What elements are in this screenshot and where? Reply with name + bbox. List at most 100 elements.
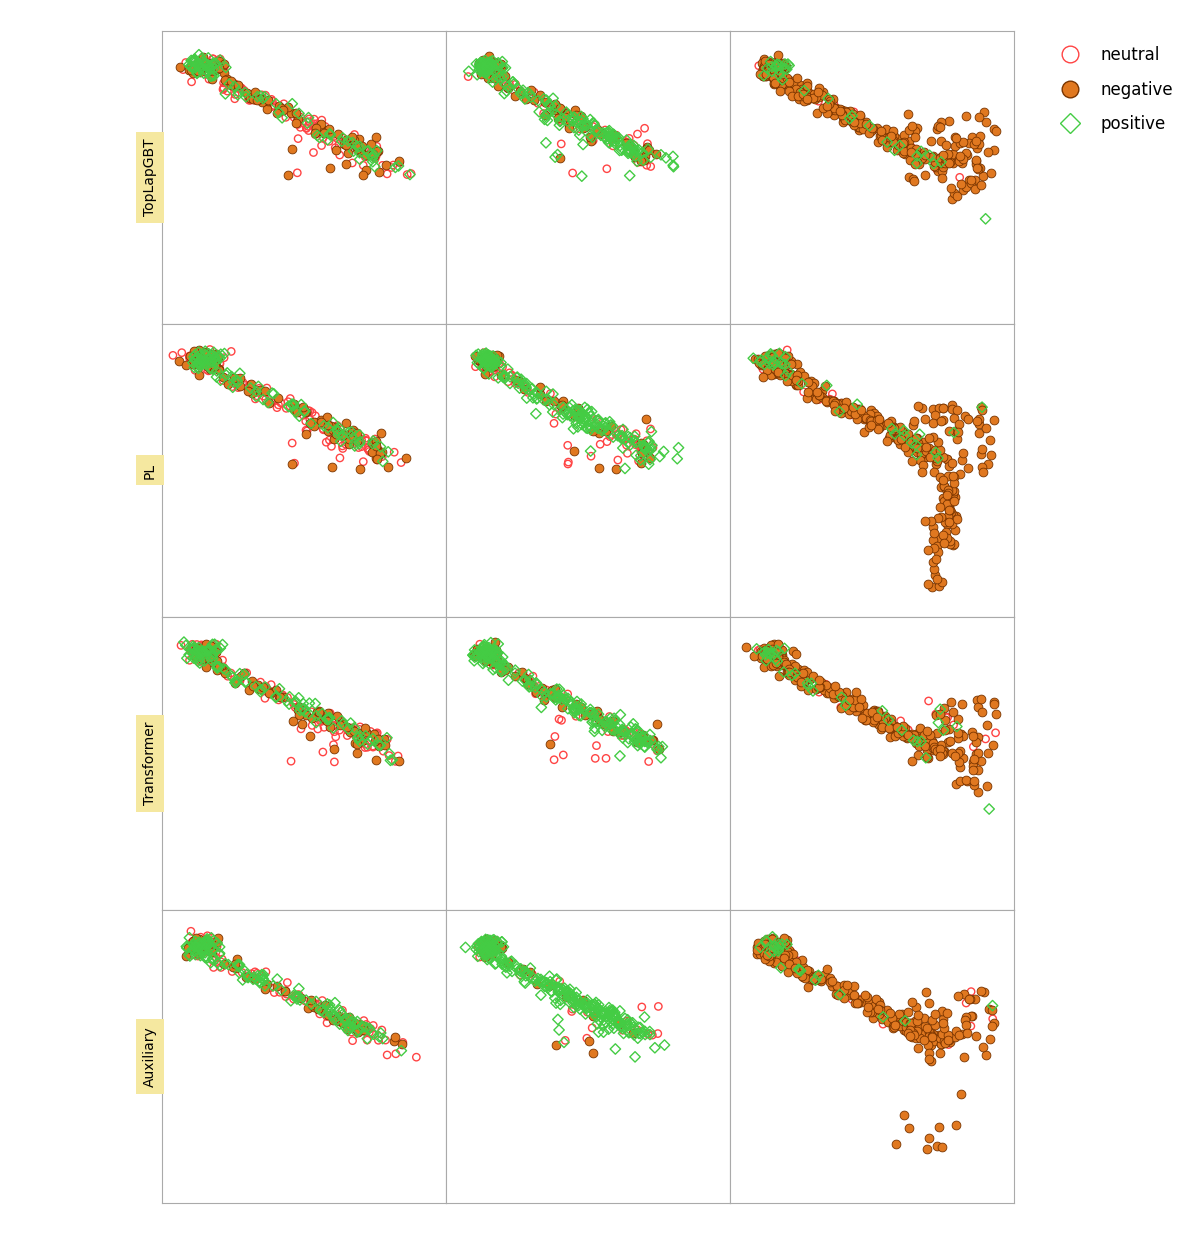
Point: [536, 133, 556, 153]
Point: [212, 650, 232, 670]
Point: [961, 982, 980, 1002]
Point: [223, 958, 242, 977]
Point: [330, 721, 349, 740]
Point: [574, 404, 593, 423]
Point: [348, 423, 367, 443]
Point: [199, 350, 218, 370]
Point: [484, 653, 503, 673]
Point: [911, 444, 930, 464]
Point: [769, 642, 788, 661]
Point: [924, 523, 943, 543]
Point: [754, 938, 773, 958]
Point: [480, 60, 499, 80]
Point: [482, 642, 502, 661]
Point: [611, 136, 630, 155]
Point: [551, 396, 570, 416]
Point: [617, 722, 636, 742]
Point: [214, 366, 233, 386]
Point: [908, 433, 928, 453]
Point: [479, 347, 498, 366]
Point: [775, 349, 794, 369]
Point: [890, 1016, 910, 1035]
Point: [185, 341, 204, 360]
Point: [206, 634, 226, 654]
Point: [596, 417, 616, 437]
Point: [299, 703, 318, 723]
Point: [469, 53, 488, 73]
Point: [769, 65, 788, 85]
Point: [791, 960, 810, 980]
Point: [893, 722, 912, 742]
Point: [284, 711, 304, 731]
Point: [325, 1006, 344, 1025]
Point: [947, 400, 966, 420]
Point: [228, 378, 247, 397]
Point: [773, 74, 792, 94]
Point: [776, 355, 796, 375]
Point: [523, 666, 542, 686]
Point: [199, 934, 218, 954]
Point: [472, 53, 491, 73]
Point: [802, 669, 821, 689]
Point: [475, 364, 494, 384]
Point: [763, 939, 782, 959]
Point: [542, 982, 562, 1002]
Point: [487, 640, 506, 660]
Point: [931, 152, 950, 172]
Point: [312, 110, 331, 130]
Point: [802, 376, 821, 396]
Point: [223, 378, 242, 397]
Point: [894, 421, 913, 441]
Point: [197, 640, 216, 660]
Point: [826, 985, 845, 1004]
Point: [350, 143, 370, 163]
Point: [829, 402, 848, 422]
Point: [245, 967, 264, 987]
Point: [245, 81, 264, 101]
Point: [206, 943, 226, 963]
Point: [277, 985, 296, 1004]
Point: [356, 146, 376, 165]
Point: [209, 51, 228, 70]
Point: [630, 436, 649, 455]
Point: [286, 986, 305, 1006]
Point: [868, 1002, 887, 1022]
Point: [610, 1013, 629, 1033]
Point: [518, 676, 538, 696]
Point: [890, 719, 910, 739]
Point: [527, 383, 546, 402]
Point: [894, 716, 913, 735]
Point: [572, 116, 592, 136]
Point: [629, 452, 648, 471]
Point: [467, 937, 486, 956]
Point: [763, 644, 782, 664]
Point: [187, 348, 206, 368]
Point: [186, 932, 205, 951]
Point: [538, 974, 557, 993]
Point: [306, 412, 325, 432]
Point: [575, 115, 594, 135]
Point: [628, 152, 647, 172]
Point: [654, 442, 673, 462]
Point: [874, 130, 893, 149]
Point: [826, 977, 845, 997]
Point: [986, 703, 1006, 723]
Point: [203, 949, 222, 969]
Point: [230, 671, 250, 691]
Point: [893, 1012, 912, 1032]
Point: [613, 138, 632, 158]
Point: [756, 645, 775, 665]
Point: [306, 706, 325, 726]
Point: [487, 650, 506, 670]
Point: [306, 992, 325, 1012]
Point: [198, 932, 217, 951]
Point: [769, 666, 788, 686]
Point: [811, 677, 830, 697]
Point: [527, 389, 546, 408]
Point: [890, 136, 910, 155]
Point: [956, 1007, 976, 1027]
Point: [197, 634, 216, 654]
Point: [773, 70, 792, 90]
Point: [484, 62, 503, 81]
Point: [887, 718, 906, 738]
